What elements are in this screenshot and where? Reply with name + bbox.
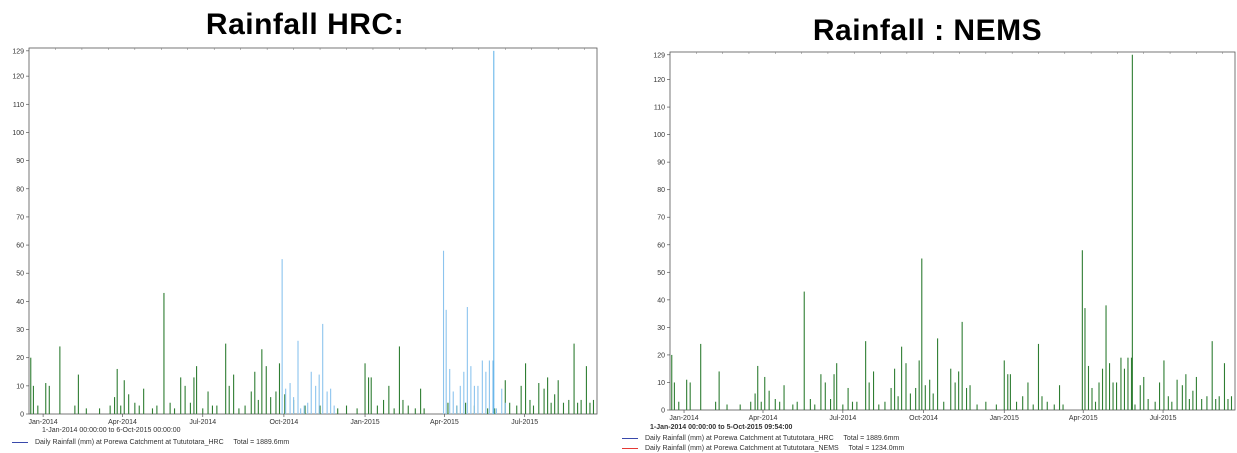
- y-tick-label: 10: [657, 380, 665, 387]
- legend-swatch-blue: [12, 441, 28, 443]
- x-tick-label: Jan-2014: [29, 419, 58, 426]
- series-lightblue: [281, 250, 506, 414]
- x-tick-label: Apr-2015: [1069, 415, 1098, 422]
- chart-title: Rainfall : NEMS: [812, 14, 1043, 47]
- legend-swatch-red: [622, 447, 638, 449]
- date-range-caption: 1-Jan-2014 00:00:00 to 6-Oct-2015 00:00:…: [42, 427, 181, 434]
- y-tick-label: 50: [16, 271, 24, 278]
- legend-total: Total = 1889.6mm: [843, 435, 900, 442]
- legend-entry-nems: Daily Rainfall (mm) at Porewa Catchment …: [622, 445, 904, 452]
- rainfall-nems-chart: 0 10 20 30 40 50 60 70 80 90 100 110 120 129 Jan-2014 A…: [653, 51, 1236, 422]
- x-tick-label: Jan-2014: [669, 415, 698, 422]
- y-tick-label: 120: [653, 77, 665, 84]
- y-tick-label: 80: [16, 186, 24, 193]
- y-tick-label: 120: [12, 74, 24, 81]
- x-tick-label: Jan-2015: [990, 415, 1019, 422]
- legend-label: Daily Rainfall (mm) at Porewa Catchment …: [644, 435, 834, 442]
- chart-panel-hrc: Rainfall HRC: 0 10 20 30 40 50 60 70 80 90 100 110 1…: [0, 0, 610, 453]
- y-tick-label: 129: [653, 52, 665, 59]
- y-tick-label: 100: [653, 132, 665, 139]
- y-tick-label: 40: [657, 297, 665, 304]
- chart-title: Rainfall HRC:: [205, 8, 405, 41]
- y-tick-label: 110: [654, 105, 665, 112]
- rainfall-hrc-chart: 0 10 20 30 40 50 60 70 80 90 100 110 120 129 Jan-2014 A…: [12, 47, 598, 426]
- x-tick-label: Jan-2015: [350, 419, 379, 426]
- x-tick-label: Jul-2015: [1150, 415, 1177, 422]
- y-tick-label: 10: [16, 383, 24, 390]
- y-tick-label: 60: [657, 242, 665, 249]
- x-tick-label: Apr-2015: [430, 419, 459, 426]
- y-tick-label: 20: [657, 352, 665, 359]
- y-tick-label: 70: [16, 214, 24, 221]
- date-range-caption: 1-Jan-2014 00:00:00 to 5-Oct-2015 09:54:…: [650, 424, 793, 431]
- y-tick-label: 70: [657, 215, 665, 222]
- legend-label: Daily Rainfall (mm) at Porewa Catchment …: [644, 445, 839, 452]
- x-tick-label: Apr-2014: [108, 419, 137, 426]
- legend-total: Total = 1234.0mm: [848, 445, 905, 452]
- y-tick-label: 0: [661, 408, 665, 415]
- y-tick-label: 110: [13, 102, 24, 109]
- x-tick-label: Apr-2014: [749, 415, 778, 422]
- x-tick-label: Oct-2014: [269, 419, 298, 426]
- chart-panel-nems: Rainfall : NEMS 0 10 20 30 40 50 60 70 80 90 100 11…: [618, 0, 1237, 453]
- legend-entry-hrc: Daily Rainfall (mm) at Porewa Catchment …: [12, 439, 289, 446]
- x-tick-label: Jul-2014: [189, 419, 216, 426]
- y-tick-label: 30: [657, 325, 665, 332]
- y-tick-label: 40: [16, 299, 24, 306]
- series-green: [30, 292, 595, 414]
- legend-swatch-blue: [622, 437, 638, 439]
- plot-frame: [669, 51, 1236, 411]
- y-tick-label: 100: [12, 130, 24, 137]
- y-tick-label: 129: [12, 48, 24, 55]
- series-green: [671, 54, 1233, 410]
- x-tick-label: Jul-2015: [511, 419, 538, 426]
- legend-entry-hrc: Daily Rainfall (mm) at Porewa Catchment …: [622, 435, 899, 442]
- y-tick-label: 50: [657, 270, 665, 277]
- y-tick-label: 60: [16, 243, 24, 250]
- plot-frame: [28, 47, 598, 415]
- y-tick-label: 80: [657, 187, 665, 194]
- y-tick-label: 0: [20, 412, 24, 419]
- y-tick-label: 20: [16, 355, 24, 362]
- legend-label: Daily Rainfall (mm) at Porewa Catchment …: [34, 439, 224, 446]
- x-tick-label: Oct-2014: [909, 415, 938, 422]
- y-tick-label: 90: [16, 158, 24, 165]
- legend-total: Total = 1889.6mm: [233, 439, 290, 446]
- x-tick-label: Jul-2014: [829, 415, 856, 422]
- y-tick-label: 90: [657, 160, 665, 167]
- y-tick-label: 30: [16, 327, 24, 334]
